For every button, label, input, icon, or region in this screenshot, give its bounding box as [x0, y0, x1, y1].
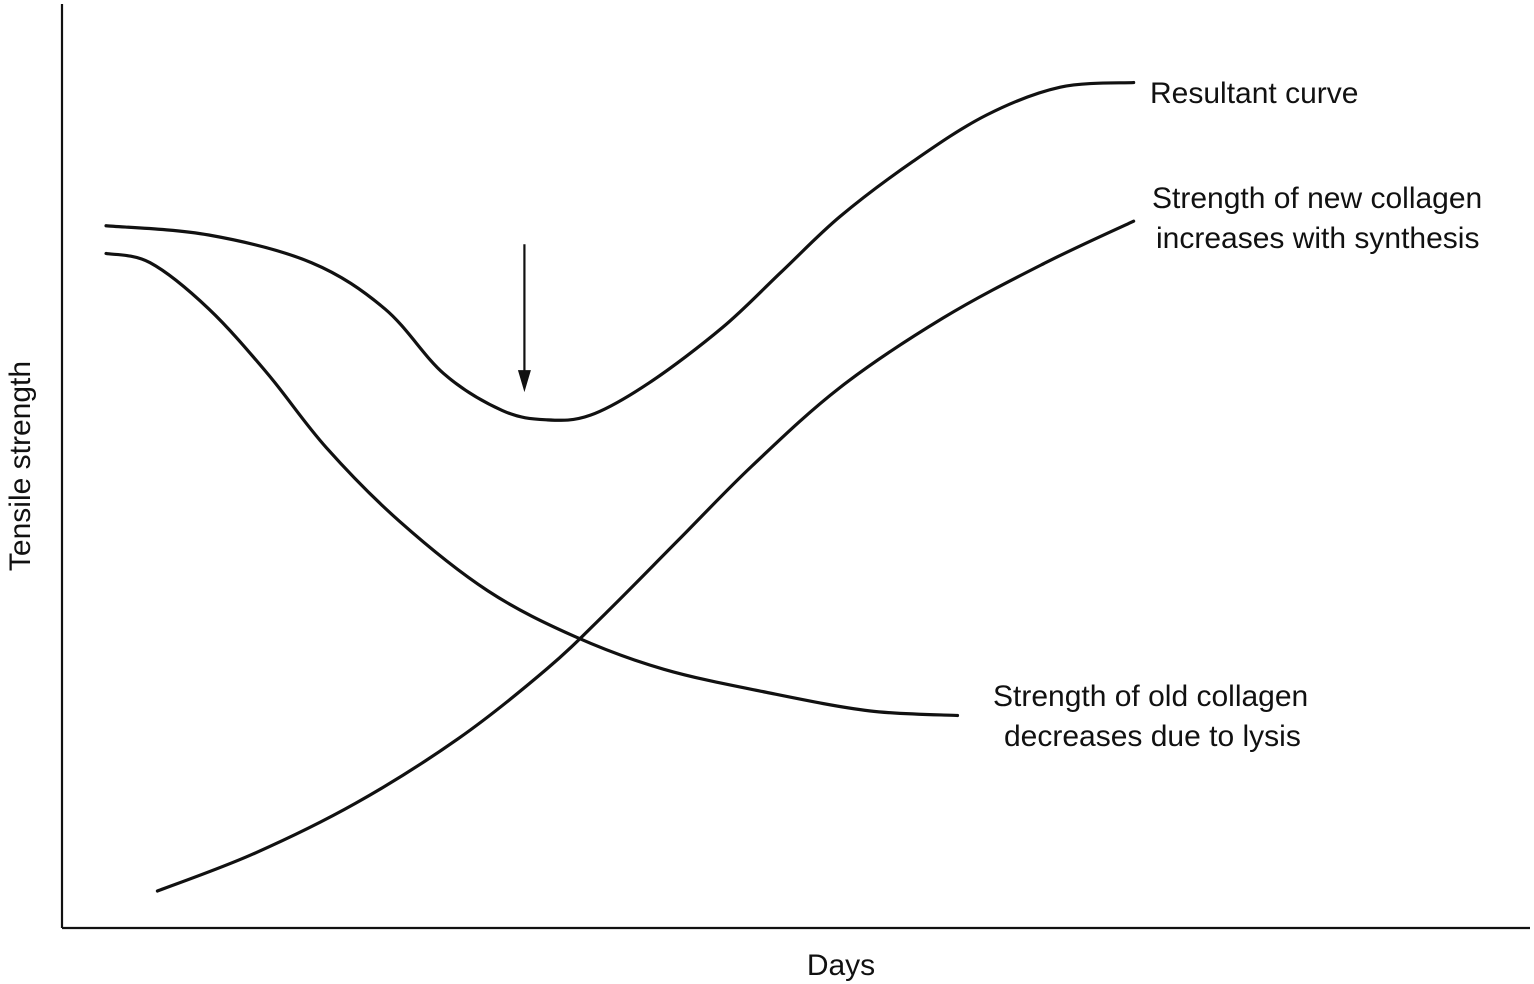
series-label-resultant: Resultant curve: [1150, 77, 1358, 110]
series-label-old-collagen-line-2: decreases due to lysis: [1004, 720, 1301, 753]
resultant-curve-line: [104, 80, 1136, 422]
series-label-old-collagen: Strength of old collagen decreases due t…: [993, 680, 1317, 753]
series-label-old-collagen-line-1: Strength of old collagen: [993, 680, 1308, 713]
arrow-head: [517, 370, 531, 393]
series-label-new-collagen-line-1: Strength of new collagen: [1152, 182, 1482, 215]
x-axis-label: Days: [807, 949, 875, 982]
minimum-strength-arrow: [517, 244, 531, 393]
series-label-new-collagen-line-2: increases with synthesis: [1156, 222, 1479, 255]
y-axis-label: Tensile strength: [4, 361, 37, 571]
new-collagen-curve-line: [155, 219, 1136, 893]
old-collagen-curve-line: [104, 251, 960, 718]
series-label-resultant-line-1: Resultant curve: [1150, 77, 1358, 110]
series-label-new-collagen: Strength of new collagen increases with …: [1152, 182, 1491, 255]
